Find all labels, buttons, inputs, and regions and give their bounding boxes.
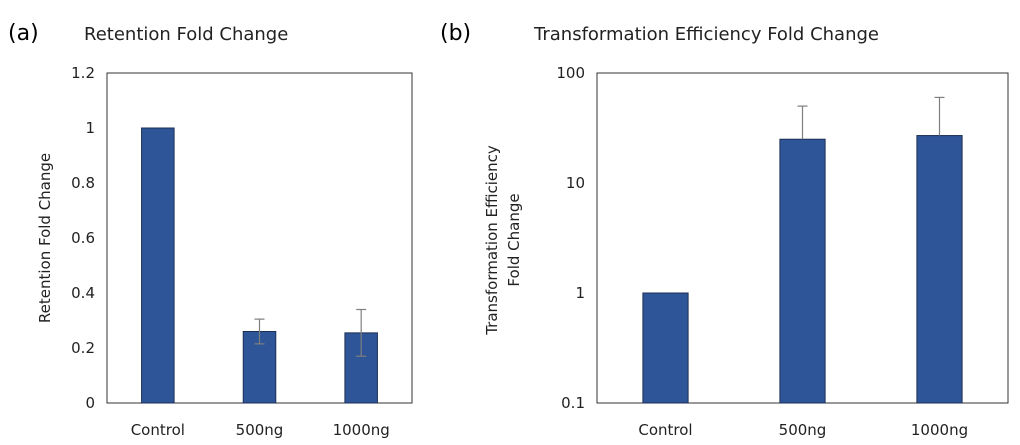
panel-a-y-axis-label: Retention Fold Change [36, 153, 54, 323]
panel-a-y-tick-label: 0 [85, 394, 95, 412]
panel-b-x-tick-label: 500ng [779, 421, 827, 439]
panel-a-x-tick-label: 1000ng [333, 421, 390, 439]
panel-b-y-axis-label-line-2: Fold Change [505, 193, 523, 286]
panel-b-letter: (b) [440, 21, 471, 46]
panel-a-y-tick-label: 1 [85, 119, 95, 137]
panel-a-letter: (a) [8, 21, 39, 46]
panel-a-y-tick-label: 0.6 [71, 229, 95, 247]
panel-a-x-tick-label: 500ng [236, 421, 284, 439]
panel-a-y-tick-label: 0.8 [71, 174, 95, 192]
panel-a-y-tick-label: 0.4 [71, 284, 95, 302]
panel-a-retention-chart: (a) Retention Fold Change Retention Fold… [8, 21, 413, 439]
panel-a-x-tick-label: Control [131, 421, 185, 439]
panel-a-y-tick-label: 0.2 [71, 339, 95, 357]
panel-a-y-tick-label: 1.2 [71, 64, 95, 82]
panel-b-y-tick-label: 100 [556, 64, 585, 82]
panel-b-bar-Control [642, 292, 689, 404]
panel-b-y-tick-label: 0.1 [561, 394, 585, 412]
panel-b-bar-500ng [779, 138, 826, 404]
panel-b-title: Transformation Efficiency Fold Change [533, 24, 879, 45]
panel-b-y-tick-label: 1 [575, 284, 585, 302]
panel-b-bar-1000ng [916, 135, 963, 404]
panel-b-y-axis-label-line-1: Transformation Efficiency [483, 145, 501, 336]
panel-b-transformation-chart: (b) Transformation Efficiency Fold Chang… [440, 21, 1009, 439]
panel-a-plot-area: 0 0.2 0.4 0.6 0.8 1 1.2 Control 500ng 1000ng [71, 64, 413, 439]
panel-b-x-tick-label: Control [638, 421, 692, 439]
panel-b-plot-area: 0.1 1 10 100 Control 500ng 1000ng [556, 64, 1009, 439]
panel-b-y-tick-label: 10 [566, 174, 585, 192]
panel-a-bar-Control [141, 127, 175, 404]
panel-a-title: Retention Fold Change [84, 24, 288, 45]
panel-b-x-tick-label: 1000ng [911, 421, 968, 439]
